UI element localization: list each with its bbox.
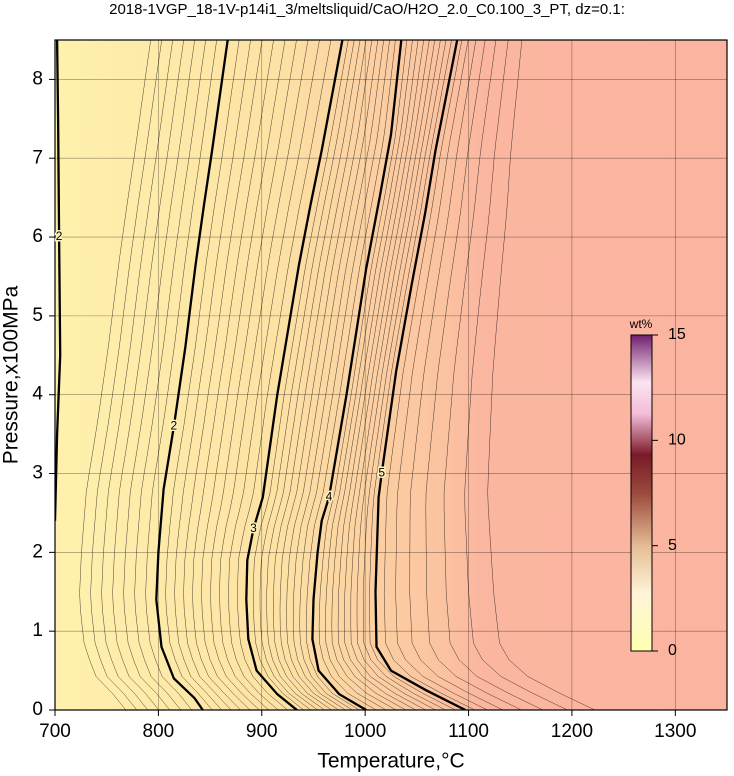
minor-contour: [112, 40, 184, 710]
x-axis-label: Temperature,°C: [317, 750, 464, 773]
minor-contour: [356, 40, 441, 710]
minor-contour: [210, 40, 297, 710]
minor-contour: [331, 40, 419, 710]
minor-contour: [383, 40, 476, 710]
minor-contour: [344, 40, 430, 710]
x-tick-label: 700: [39, 721, 71, 742]
minor-contour: [292, 40, 384, 710]
minor-contour: [306, 40, 396, 710]
minor-contour: [487, 40, 595, 710]
y-tick-label: 6: [32, 226, 43, 247]
minor-contour: [279, 40, 373, 710]
minor-contour: [123, 40, 195, 710]
minor-contour: [443, 40, 543, 710]
contour-label: 2: [171, 418, 178, 432]
minor-contour: [237, 40, 332, 710]
colorbar-tick-label: 10: [668, 432, 686, 449]
minor-contour: [259, 40, 355, 710]
y-tick-label: 3: [32, 463, 43, 484]
major-contours: [55, 40, 466, 710]
minor-contour: [192, 40, 274, 710]
y-tick-label: 1: [32, 620, 43, 641]
minor-contour: [134, 40, 206, 710]
y-tick-label: 0: [32, 699, 43, 720]
contour-line: [374, 40, 466, 710]
plot-frame: [54, 39, 728, 711]
contour-label: 5: [378, 466, 385, 480]
colorbar-tick-label: 15: [668, 326, 686, 343]
minor-contour: [350, 40, 436, 710]
chart-title: 2018-1VGP_18-1V-p14i1_3/meltsliquid/CaO/…: [109, 1, 625, 18]
contour-line: [55, 40, 62, 521]
minor-contour: [228, 40, 320, 710]
minor-contour: [79, 40, 151, 710]
minor-contour: [266, 40, 361, 710]
minor-contour: [318, 40, 408, 710]
minor-contour: [90, 40, 162, 710]
contour-line: [245, 40, 344, 710]
colorbar: [630, 334, 653, 652]
y-tick-label: 7: [32, 147, 43, 168]
minor-contour: [219, 40, 309, 710]
x-tick-label: 1100: [448, 721, 489, 742]
minor-contour: [299, 40, 390, 710]
colorbar-tick-label: 0: [668, 642, 677, 659]
contour-label: 3: [250, 521, 257, 535]
minor-contour: [101, 40, 173, 710]
contour-line: [311, 40, 403, 710]
colorbar-tick-label: 5: [668, 537, 677, 554]
minor-contours: [79, 40, 595, 710]
y-tick-label: 2: [32, 541, 43, 562]
y-tick-label: 5: [32, 305, 43, 326]
minor-contour: [425, 40, 522, 710]
y-tick-label: 4: [32, 384, 43, 405]
minor-contour: [145, 40, 217, 710]
minor-contour: [286, 40, 379, 710]
minor-contour: [395, 40, 488, 710]
minor-contour: [201, 40, 286, 710]
minor-contour: [183, 40, 263, 710]
x-tick-label: 1000: [344, 721, 386, 742]
y-tick-label: 8: [32, 68, 43, 89]
minor-contour: [409, 40, 503, 710]
minor-contour: [165, 40, 240, 710]
contour-label: 4: [326, 489, 333, 503]
minor-contour: [464, 40, 568, 710]
x-tick-label: 1300: [654, 721, 696, 742]
minor-contour: [325, 40, 413, 710]
minor-contour: [369, 40, 456, 710]
x-tick-label: 900: [246, 721, 278, 742]
x-tick-label: 1200: [551, 721, 593, 742]
minor-contour: [337, 40, 424, 710]
minor-contour: [362, 40, 447, 710]
y-axis-label: Pressure,x100MPa: [0, 285, 23, 464]
contour-label: 2: [56, 229, 63, 243]
contour-line: [155, 40, 229, 710]
colorbar-label: wt%: [629, 317, 653, 331]
minor-contour: [273, 40, 367, 710]
minor-contour: [174, 40, 251, 710]
x-tick-label: 800: [143, 721, 175, 742]
minor-contour: [252, 40, 349, 710]
